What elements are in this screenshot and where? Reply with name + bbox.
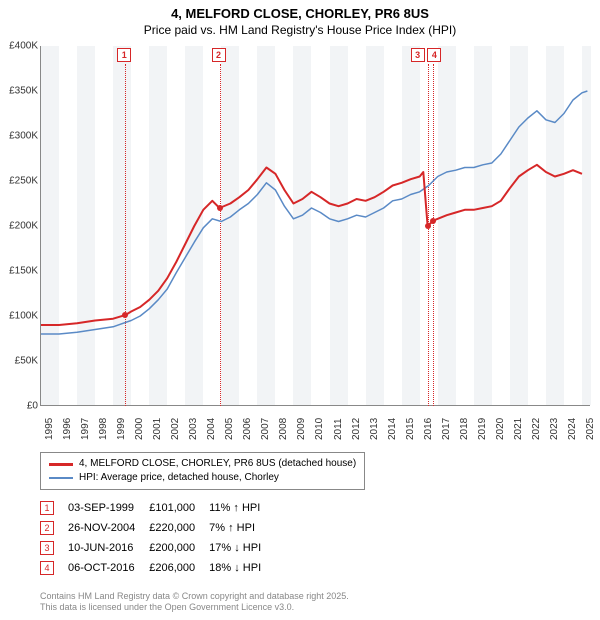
tx-price: £101,000	[149, 498, 209, 518]
tx-date: 06-OCT-2016	[68, 558, 149, 578]
tx-delta: 11% ↑ HPI	[209, 498, 275, 518]
table-row: 226-NOV-2004£220,0007% ↑ HPI	[40, 518, 275, 538]
x-tick-label: 1995	[44, 418, 55, 440]
event-dot	[217, 205, 223, 211]
event-marker-box: 2	[212, 48, 226, 62]
tx-marker-cell: 3	[40, 538, 68, 558]
y-tick-label: £350K	[9, 86, 38, 97]
tx-delta: 7% ↑ HPI	[209, 518, 275, 538]
y-tick-label: £400K	[9, 41, 38, 52]
event-dot	[122, 312, 128, 318]
y-tick-label: £100K	[9, 311, 38, 322]
x-tick-label: 2012	[351, 418, 362, 440]
x-tick-label: 2020	[495, 418, 506, 440]
x-tick-label: 2001	[152, 418, 163, 440]
event-dot	[430, 218, 436, 224]
event-marker-box: 3	[411, 48, 425, 62]
x-tick-label: 2017	[441, 418, 452, 440]
x-tick-label: 2013	[369, 418, 380, 440]
chart-lines	[41, 46, 591, 406]
x-tick-label: 2002	[170, 418, 181, 440]
chart-title: 4, MELFORD CLOSE, CHORLEY, PR6 8US	[0, 6, 600, 21]
tx-marker-cell: 1	[40, 498, 68, 518]
x-tick-label: 1998	[98, 418, 109, 440]
tx-delta: 18% ↓ HPI	[209, 558, 275, 578]
tx-date: 03-SEP-1999	[68, 498, 149, 518]
attribution-line: Contains HM Land Registry data © Crown c…	[40, 591, 349, 603]
x-tick-label: 2008	[278, 418, 289, 440]
table-row: 310-JUN-2016£200,00017% ↓ HPI	[40, 538, 275, 558]
x-tick-label: 2003	[188, 418, 199, 440]
plot-area: 1 2 34	[40, 46, 590, 406]
chart-legend: 4, MELFORD CLOSE, CHORLEY, PR6 8US (deta…	[40, 452, 365, 490]
tx-marker-cell: 2	[40, 518, 68, 538]
chart-container: 4, MELFORD CLOSE, CHORLEY, PR6 8US Price…	[0, 0, 600, 620]
x-tick-label: 2014	[387, 418, 398, 440]
x-axis-labels: 1995 1996 1997 1998 1999 2000 2001 2002 2003 2004…	[40, 410, 590, 450]
x-tick-label: 1997	[80, 418, 91, 440]
x-tick-label: 2021	[513, 418, 524, 440]
legend-swatch	[49, 477, 73, 479]
x-tick-label: 2006	[242, 418, 253, 440]
x-tick-label: 1999	[116, 418, 127, 440]
event-marker-box: 4	[427, 48, 441, 62]
transactions-table: 103-SEP-1999£101,00011% ↑ HPI226-NOV-200…	[40, 498, 275, 578]
tx-price: £220,000	[149, 518, 209, 538]
tx-date: 26-NOV-2004	[68, 518, 149, 538]
price-paid-line	[41, 165, 582, 325]
table-row: 406-OCT-2016£206,00018% ↓ HPI	[40, 558, 275, 578]
x-tick-label: 2015	[405, 418, 416, 440]
x-tick-label: 2016	[423, 418, 434, 440]
y-tick-label: £50K	[15, 356, 38, 367]
x-tick-label: 2011	[333, 418, 344, 440]
tx-date: 10-JUN-2016	[68, 538, 149, 558]
x-tick-label: 2019	[477, 418, 488, 440]
event-marker-box: 1	[117, 48, 131, 62]
x-tick-label: 2010	[314, 418, 325, 440]
x-tick-label: 2024	[567, 418, 578, 440]
y-tick-label: £200K	[9, 221, 38, 232]
tx-marker-cell: 4	[40, 558, 68, 578]
y-tick-label: £150K	[9, 266, 38, 277]
tx-price: £200,000	[149, 538, 209, 558]
x-tick-label: 2000	[134, 418, 145, 440]
table-row: 103-SEP-1999£101,00011% ↑ HPI	[40, 498, 275, 518]
x-tick-label: 2009	[296, 418, 307, 440]
chart-subtitle: Price paid vs. HM Land Registry's House …	[0, 23, 600, 37]
legend-swatch	[49, 463, 73, 466]
x-tick-label: 2022	[531, 418, 542, 440]
x-tick-label: 2023	[549, 418, 560, 440]
x-tick-label: 2004	[206, 418, 217, 440]
x-tick-label: 1996	[62, 418, 73, 440]
y-tick-label: £300K	[9, 131, 38, 142]
legend-item: HPI: Average price, detached house, Chor…	[49, 471, 356, 485]
legend-item: 4, MELFORD CLOSE, CHORLEY, PR6 8US (deta…	[49, 457, 356, 471]
attribution-text: Contains HM Land Registry data © Crown c…	[40, 591, 349, 614]
hpi-line	[41, 91, 587, 334]
x-tick-label: 2018	[459, 418, 470, 440]
legend-label: HPI: Average price, detached house, Chor…	[79, 471, 279, 485]
y-tick-label: £250K	[9, 176, 38, 187]
x-tick-label: 2025	[585, 418, 596, 440]
x-tick-label: 2005	[224, 418, 235, 440]
tx-delta: 17% ↓ HPI	[209, 538, 275, 558]
title-block: 4, MELFORD CLOSE, CHORLEY, PR6 8US Price…	[0, 0, 600, 37]
event-dot	[425, 223, 431, 229]
attribution-line: This data is licensed under the Open Gov…	[40, 602, 349, 614]
x-tick-label: 2007	[260, 418, 271, 440]
y-tick-label: £0	[27, 401, 38, 412]
legend-label: 4, MELFORD CLOSE, CHORLEY, PR6 8US (deta…	[79, 457, 356, 471]
tx-price: £206,000	[149, 558, 209, 578]
